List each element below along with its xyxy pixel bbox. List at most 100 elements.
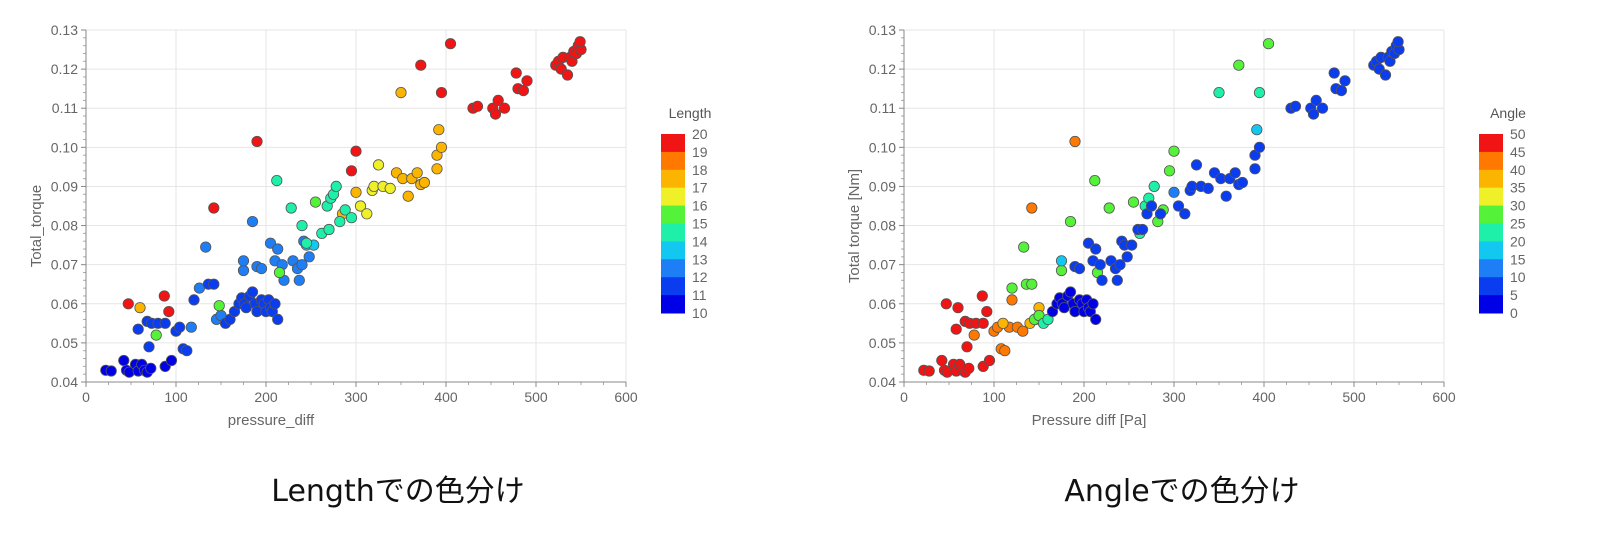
y-tick-label: 0.11 [870, 100, 896, 116]
data-point [1087, 298, 1099, 310]
data-point [1249, 163, 1261, 175]
colorbar-tick-label: 40 [1510, 162, 1526, 178]
data-point [1055, 264, 1068, 277]
x-tick-label: 600 [1432, 389, 1456, 405]
data-point [415, 59, 427, 71]
data-point [1018, 241, 1030, 253]
data-point [1121, 251, 1133, 263]
data-point [272, 313, 284, 325]
x-tick-label: 500 [524, 389, 548, 405]
data-point [1236, 176, 1249, 189]
colorbar-tick-label: 14 [692, 233, 708, 249]
colorbar-swatch [661, 187, 685, 207]
data-point [330, 180, 342, 192]
data-point [444, 38, 457, 50]
data-point [1172, 200, 1185, 212]
data-point [1064, 286, 1077, 298]
colorbar-swatch [1479, 134, 1503, 153]
chart-1: 0.04 0.05 0.06 0.07 0.08 0.09 0.10 0.11 0.12 0.13… [846, 22, 1526, 429]
data-point [1168, 145, 1180, 157]
y-tick-label: 0.07 [51, 257, 78, 273]
data-point [296, 259, 308, 271]
colorbar-swatch [661, 277, 685, 296]
data-point [431, 163, 443, 175]
data-point [1069, 135, 1081, 148]
data-point [471, 100, 484, 112]
data-point [981, 305, 993, 318]
colorbar-title: Length [669, 105, 712, 121]
data-point [372, 159, 385, 171]
data-point [521, 75, 533, 87]
data-point [246, 216, 259, 228]
data-point [1316, 102, 1329, 114]
data-point [977, 317, 989, 329]
data-point [145, 362, 157, 374]
y-tick-label: 0.13 [51, 22, 78, 38]
y-tick-label: 0.07 [869, 257, 896, 273]
x-axis-label: Pressure diff [Pa] [1032, 412, 1147, 429]
x-tick-label: 0 [900, 389, 908, 405]
data-point [354, 200, 367, 212]
data-point [350, 186, 362, 198]
data-point [1307, 108, 1320, 120]
data-point [269, 298, 281, 310]
data-point [1103, 202, 1115, 214]
colorbar-tick-label: 30 [1510, 198, 1526, 214]
data-point [213, 300, 225, 312]
data-point [1136, 223, 1149, 236]
data-point [181, 345, 193, 357]
colorbar-swatch [661, 205, 685, 224]
y-tick-label: 0.08 [869, 218, 896, 234]
data-point [1339, 75, 1351, 87]
x-tick-label: 200 [1072, 389, 1096, 405]
colorbar-tick-label: 18 [692, 162, 708, 178]
data-point [402, 190, 414, 202]
colorbar-tick-label: 25 [1510, 216, 1526, 232]
data-point [492, 94, 504, 107]
data-point [1289, 100, 1302, 112]
data-point [435, 87, 448, 99]
colorbar-tick-label: 11 [692, 287, 707, 303]
data-point [498, 102, 511, 114]
data-point [300, 237, 313, 249]
data-point [510, 67, 522, 79]
colorbar-tick-label: 45 [1510, 144, 1526, 160]
data-point [968, 329, 980, 341]
colorbar-title: Angle [1490, 105, 1526, 121]
y-axis-label: Total_torque [28, 185, 45, 268]
data-point [1145, 200, 1158, 212]
data-point [185, 321, 197, 333]
data-point [936, 354, 948, 367]
colorbar-tick-label: 19 [692, 144, 708, 160]
data-point [208, 278, 220, 290]
data-point [143, 341, 155, 353]
data-point [323, 223, 335, 236]
y-tick-label: 0.10 [51, 139, 78, 155]
data-point [1220, 190, 1232, 202]
data-point [200, 241, 212, 253]
colorbar-tick-label: 15 [1510, 251, 1526, 267]
scatter-points [918, 36, 1405, 378]
y-tick-label: 0.09 [869, 178, 896, 194]
data-point [1127, 196, 1140, 208]
colorbar-swatch [1479, 169, 1503, 189]
y-tick-label: 0.06 [51, 296, 78, 312]
data-point [1328, 67, 1340, 79]
colorbar-swatch [1479, 205, 1503, 224]
data-point [999, 345, 1011, 357]
colorbar-swatch [1479, 277, 1503, 296]
data-point [1392, 36, 1404, 48]
data-point [1026, 278, 1038, 290]
data-point [1163, 165, 1176, 177]
y-tick-label: 0.12 [869, 61, 896, 77]
data-point [246, 286, 259, 298]
x-tick-label: 300 [344, 389, 368, 405]
x-tick-label: 300 [1162, 389, 1186, 405]
data-point [1006, 282, 1018, 294]
data-point [1026, 202, 1038, 214]
colorbar-tick-label: 15 [692, 216, 708, 232]
data-point [105, 365, 117, 377]
data-point [997, 317, 1009, 329]
data-point [134, 302, 146, 314]
